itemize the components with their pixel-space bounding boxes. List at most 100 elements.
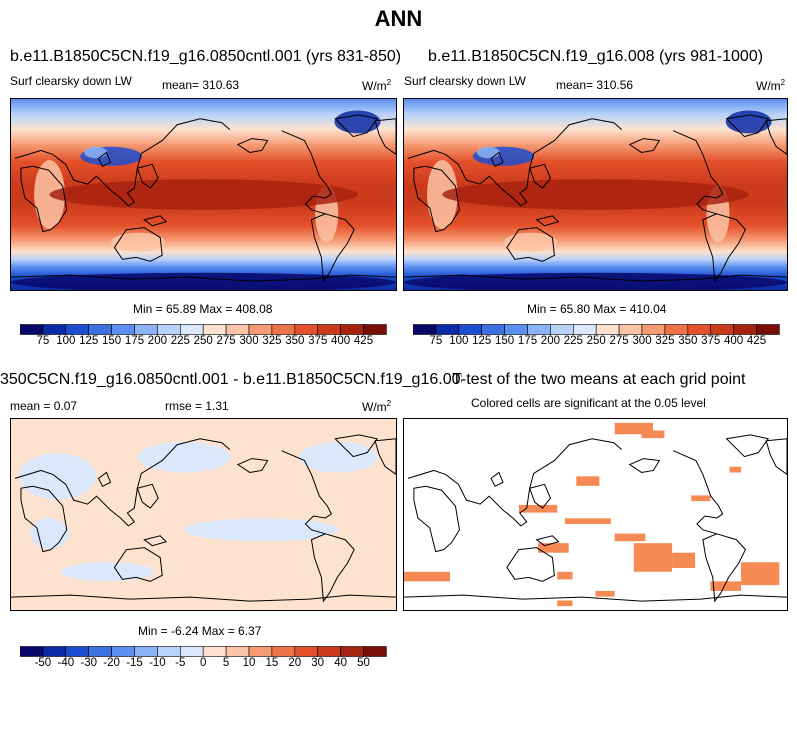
colorbar-tick-label: 375 <box>701 335 721 347</box>
significant-cell <box>557 571 573 580</box>
colorbar-tick-label: 100 <box>449 335 469 347</box>
colorbar-tick-label: 200 <box>147 335 167 347</box>
colorbar-tick-label: 175 <box>517 335 538 347</box>
colorbar-tick-label: 20 <box>288 657 302 669</box>
colorbar-cell <box>595 324 620 335</box>
significant-cell <box>633 543 673 572</box>
colorbar-cell <box>641 324 666 335</box>
coastline <box>99 152 111 166</box>
colorbar-cell <box>294 324 318 335</box>
colorbar-cell <box>65 646 89 657</box>
colorbar-cell <box>294 646 318 657</box>
colorbar-cell <box>618 324 643 335</box>
coastline <box>335 115 377 137</box>
panel3-title: 350C5CN.f19_g16.0850cntl.001 - b.e11.B18… <box>0 371 462 388</box>
colorbar-cell <box>19 324 44 335</box>
eurasia-negative <box>18 453 96 500</box>
colorbar-cell <box>134 324 158 335</box>
coastline <box>491 472 503 486</box>
colorbar-tick-label: -50 <box>34 657 52 669</box>
coastline <box>335 435 377 457</box>
coastline <box>491 152 503 166</box>
colorbar-cell <box>111 324 135 335</box>
colorbar-cell <box>157 646 181 657</box>
coastline <box>282 131 332 214</box>
tropical-pacific-negative <box>184 518 339 542</box>
significant-cell <box>729 466 742 473</box>
coastline <box>311 214 354 281</box>
coastline <box>630 459 660 473</box>
colorbar-tick-label: -15 <box>126 657 143 669</box>
coastline <box>21 166 67 231</box>
colorbar-cell <box>19 646 44 657</box>
coastline <box>630 139 660 153</box>
significant-cell <box>557 600 573 607</box>
colorbar-tick-label: 375 <box>308 335 328 347</box>
colorbar-tick-label: 400 <box>331 335 351 347</box>
colorbar-cell <box>111 646 135 657</box>
greenland-low <box>725 110 772 134</box>
coastline <box>15 439 230 526</box>
colorbar-tick-label: 50 <box>357 657 370 669</box>
colorbar-cell <box>225 646 250 657</box>
colorbar-cell <box>687 324 711 335</box>
significant-cell <box>595 590 615 597</box>
page-title: ANN <box>374 6 423 31</box>
colorbar-tick-label: 325 <box>655 335 675 347</box>
panel1-variable: Surf clearsky down LW <box>10 74 132 88</box>
coastline <box>766 439 787 475</box>
coastline <box>137 484 158 508</box>
coastline <box>375 439 396 475</box>
coastline <box>238 139 268 153</box>
colorbar-tick-label: -40 <box>57 657 75 669</box>
colorbar-tick-label: 250 <box>193 335 213 347</box>
coastline <box>703 214 746 281</box>
colorbar-cell <box>225 324 250 335</box>
tropical-max <box>442 179 749 210</box>
panel1-minmax: Min = 65.89 Max = 408.08 <box>133 302 273 316</box>
coastline <box>311 534 354 601</box>
colorbar-cell <box>340 324 364 335</box>
colorbar-tick-label: -30 <box>80 657 97 669</box>
coastline <box>114 228 162 262</box>
colorbar-cell <box>733 324 757 335</box>
colorbar-cell <box>180 324 204 335</box>
colorbar-tick-label: 150 <box>102 335 122 347</box>
panel4-title: T-test of the two means at each grid poi… <box>452 371 746 388</box>
tibet-core <box>476 146 500 159</box>
coastline <box>727 435 769 457</box>
colorbar-cell <box>65 324 89 335</box>
panel1-mean: mean= 310.63 <box>162 78 240 92</box>
coastline <box>507 548 555 582</box>
significant-cell <box>691 495 711 502</box>
coastline <box>703 534 746 601</box>
colorbar-cell <box>363 324 387 335</box>
panel4-map <box>403 418 788 611</box>
colorbar-tick-label: 425 <box>353 335 374 347</box>
africa-warm <box>426 160 458 229</box>
significant-cell <box>576 476 600 486</box>
coastline <box>530 484 551 508</box>
coastline <box>530 164 551 188</box>
colorbar-cell <box>157 324 181 335</box>
north-atlantic-negative <box>299 441 377 473</box>
significant-cell <box>518 504 558 513</box>
colorbar-cell <box>88 646 112 657</box>
southern-ocean-negative <box>61 562 154 582</box>
colorbar-panel3 <box>19 644 388 662</box>
colorbar-cell <box>42 646 67 657</box>
significant-cell <box>641 430 665 439</box>
significant-cell <box>710 581 742 591</box>
panel3-rmse: rmse = 1.31 <box>165 399 229 413</box>
colorbar-tick-label: 150 <box>495 335 515 347</box>
colorbar-tick-label: 75 <box>36 335 50 347</box>
colorbar-tick-label: 425 <box>746 335 767 347</box>
coastline <box>404 595 787 601</box>
colorbar-tick-label: 125 <box>79 335 99 347</box>
colorbar-cell <box>710 324 734 335</box>
australia-warm <box>111 232 165 252</box>
significant-cell <box>538 543 569 553</box>
colorbar-cell <box>317 324 341 335</box>
colorbar-panel2 <box>412 322 781 340</box>
colorbar-cell <box>363 646 387 657</box>
